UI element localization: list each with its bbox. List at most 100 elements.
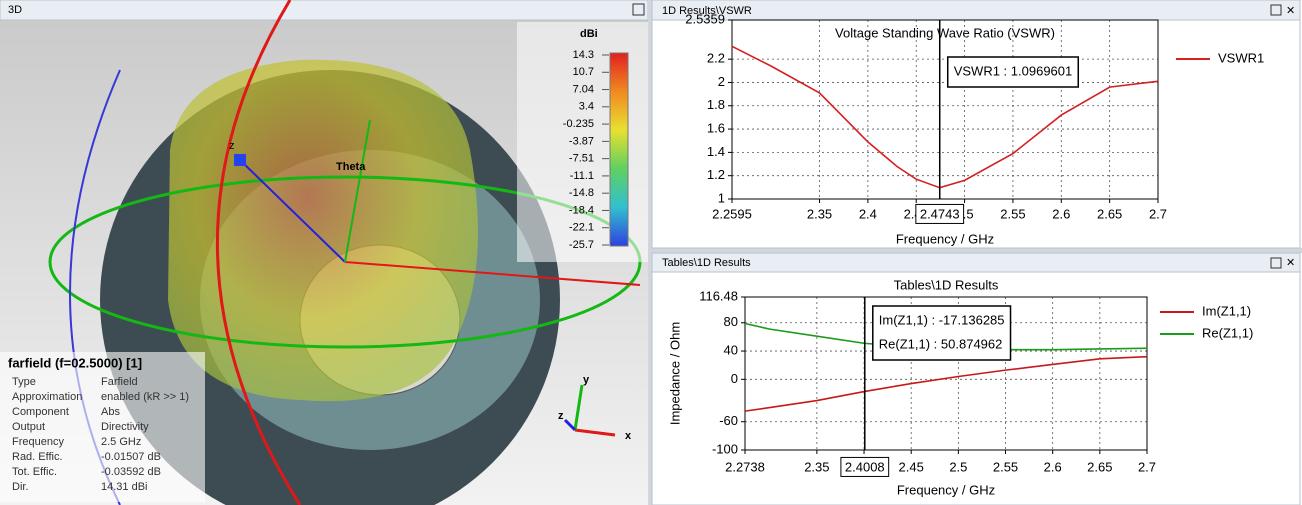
y-tick-label: 2.5359: [685, 11, 725, 26]
colorbar-label: 3.4: [579, 101, 594, 113]
marker-label: Im(Z1,1) : -17.136285: [879, 312, 1005, 327]
title-bar: [651, 252, 1301, 273]
info-value: 14.31 dBi: [101, 481, 147, 493]
marker-x-box: [915, 203, 965, 224]
marker-x-label: 2.4743: [920, 206, 960, 221]
x-tick-label: 2.35: [807, 206, 832, 221]
info-key: Component: [12, 406, 69, 418]
info-value: 2.5 GHz: [101, 436, 141, 448]
close-button[interactable]: ✕: [1286, 257, 1295, 269]
x-tick-label: 2.45: [899, 459, 924, 474]
impedance-window: Tables\1D Results ✕ Tables\1D Results Fre…: [651, 252, 1301, 505]
marker-x-label: 2.4008: [845, 459, 885, 474]
scene: z Theta: [48, 0, 642, 505]
marker-x-box: [840, 456, 890, 477]
legend-label: Re(Z1,1): [1202, 325, 1253, 340]
close-button[interactable]: ✕: [1286, 5, 1295, 17]
series-line: [744, 355, 1148, 412]
series-line: [731, 45, 1159, 189]
y-axis-label: Impedance / Ohm: [667, 322, 682, 425]
marker-label-box: [872, 305, 1012, 361]
triad-z: [563, 418, 577, 432]
splitter[interactable]: [652, 248, 1302, 253]
legend-label: VSWR1: [1218, 50, 1264, 65]
info-key: Tot. Effic.: [12, 466, 57, 478]
info-key: Type: [12, 376, 36, 388]
colorbar-label: -18.4: [569, 204, 594, 216]
info-key: Dir.: [12, 481, 29, 493]
window-title: 1D Results\VSWR: [662, 5, 752, 17]
info-box: farfield (f=02.5000) [1] Type Farfield App…: [0, 352, 205, 502]
z-handle: [234, 154, 246, 166]
restore-button[interactable]: [1270, 4, 1282, 16]
y-tick-label: -100: [712, 441, 738, 456]
axis-triad: x y z: [558, 374, 632, 442]
y-tick-label: 1.2: [707, 167, 725, 182]
x-tick-label: 2.7: [1149, 206, 1167, 221]
z-axis: [239, 159, 346, 263]
triad-z-label: z: [558, 410, 564, 422]
x-tick-label: 2.6: [1052, 206, 1070, 221]
y-axis: [344, 119, 371, 263]
colorbar-labels: 14.3 10.7 7.04 3.4 -0.235 -3.87 -7.51 -11.1 -14.…: [563, 49, 609, 251]
x-tick-label: 2.55: [993, 459, 1018, 474]
title-bar: [0, 0, 649, 21]
info-panel: [0, 352, 205, 502]
farfield-pattern: [168, 59, 478, 402]
y-tick-label: 40: [724, 342, 738, 357]
colorbar-label: -3.87: [569, 135, 594, 147]
window-title: 3D: [8, 4, 22, 16]
y-tick-label: 2: [718, 74, 725, 89]
vswr-window: 1D Results\VSWR ✕ Voltage Standing Wave …: [651, 0, 1301, 249]
colorbar-label: -11.1: [570, 170, 594, 182]
maximize-button[interactable]: [632, 3, 645, 16]
y-tick-label: 1.4: [707, 144, 725, 159]
triad-y: [573, 384, 584, 431]
triad-y-label: y: [583, 374, 590, 386]
colorbar: dBi 14.3 10.7 7.04 3.4 -0.235 -3.87 -7.51 -11.1…: [517, 22, 648, 262]
y-tick-label: 2.2: [707, 51, 725, 66]
x-axis-label: Frequency / GHz: [897, 482, 995, 497]
x-tick-label: 2.2595: [712, 206, 752, 221]
x-axis-label: Frequency / GHz: [896, 231, 994, 246]
y-tick-label: -60: [719, 413, 738, 428]
restore-button[interactable]: [1270, 257, 1282, 269]
colorbar-label: -14.8: [569, 187, 594, 199]
x-axis: [344, 261, 641, 286]
z-label: z: [229, 140, 235, 152]
colorbar-label: -7.51: [569, 153, 594, 165]
info-key: Output: [12, 421, 45, 433]
marker-label: Re(Z1,1) : 50.874962: [879, 336, 1003, 351]
info-key: Approximation: [12, 391, 82, 403]
info-title: farfield (f=02.5000) [1]: [8, 355, 142, 370]
colorbar-label: -22.1: [569, 222, 594, 234]
x-tick-label: 2.4: [859, 206, 877, 221]
x-tick-label: 2.7: [1138, 459, 1156, 474]
x-tick-label: 2.35: [804, 459, 829, 474]
info-value: Farfield: [101, 376, 138, 388]
info-key: Rad. Effic.: [12, 451, 63, 463]
info-value: enabled (kR >> 1): [101, 391, 189, 403]
y-tick-label: 80: [724, 314, 738, 329]
x-tick-label: 2.65: [1087, 459, 1112, 474]
info-rows: Type Farfield Approximation enabled (kR >> …: [12, 376, 189, 493]
colorbar-label: 7.04: [573, 83, 594, 95]
triad-x-label: x: [625, 430, 632, 442]
colorbar-label: 10.7: [573, 66, 594, 78]
y-tick-label: 1: [718, 190, 725, 205]
colorbar-label: -25.7: [569, 239, 594, 251]
x-tick-label: 2.6: [1044, 459, 1062, 474]
splitter[interactable]: [648, 0, 652, 505]
info-value: -0.01507 dB: [101, 451, 161, 463]
colorbar-label: -0.235: [563, 118, 594, 130]
y-tick-label: 116.48: [699, 288, 738, 303]
info-key: Frequency: [12, 436, 64, 448]
colorbar-unit: dBi: [580, 28, 598, 40]
colorbar-gradient: [609, 52, 629, 247]
x-tick-label: 2.5: [949, 459, 967, 474]
marker-label: VSWR1 : 1.0969601: [954, 63, 1073, 78]
x-tick-label: 2.55: [1000, 206, 1025, 221]
colorbar-label: 14.3: [573, 49, 594, 61]
